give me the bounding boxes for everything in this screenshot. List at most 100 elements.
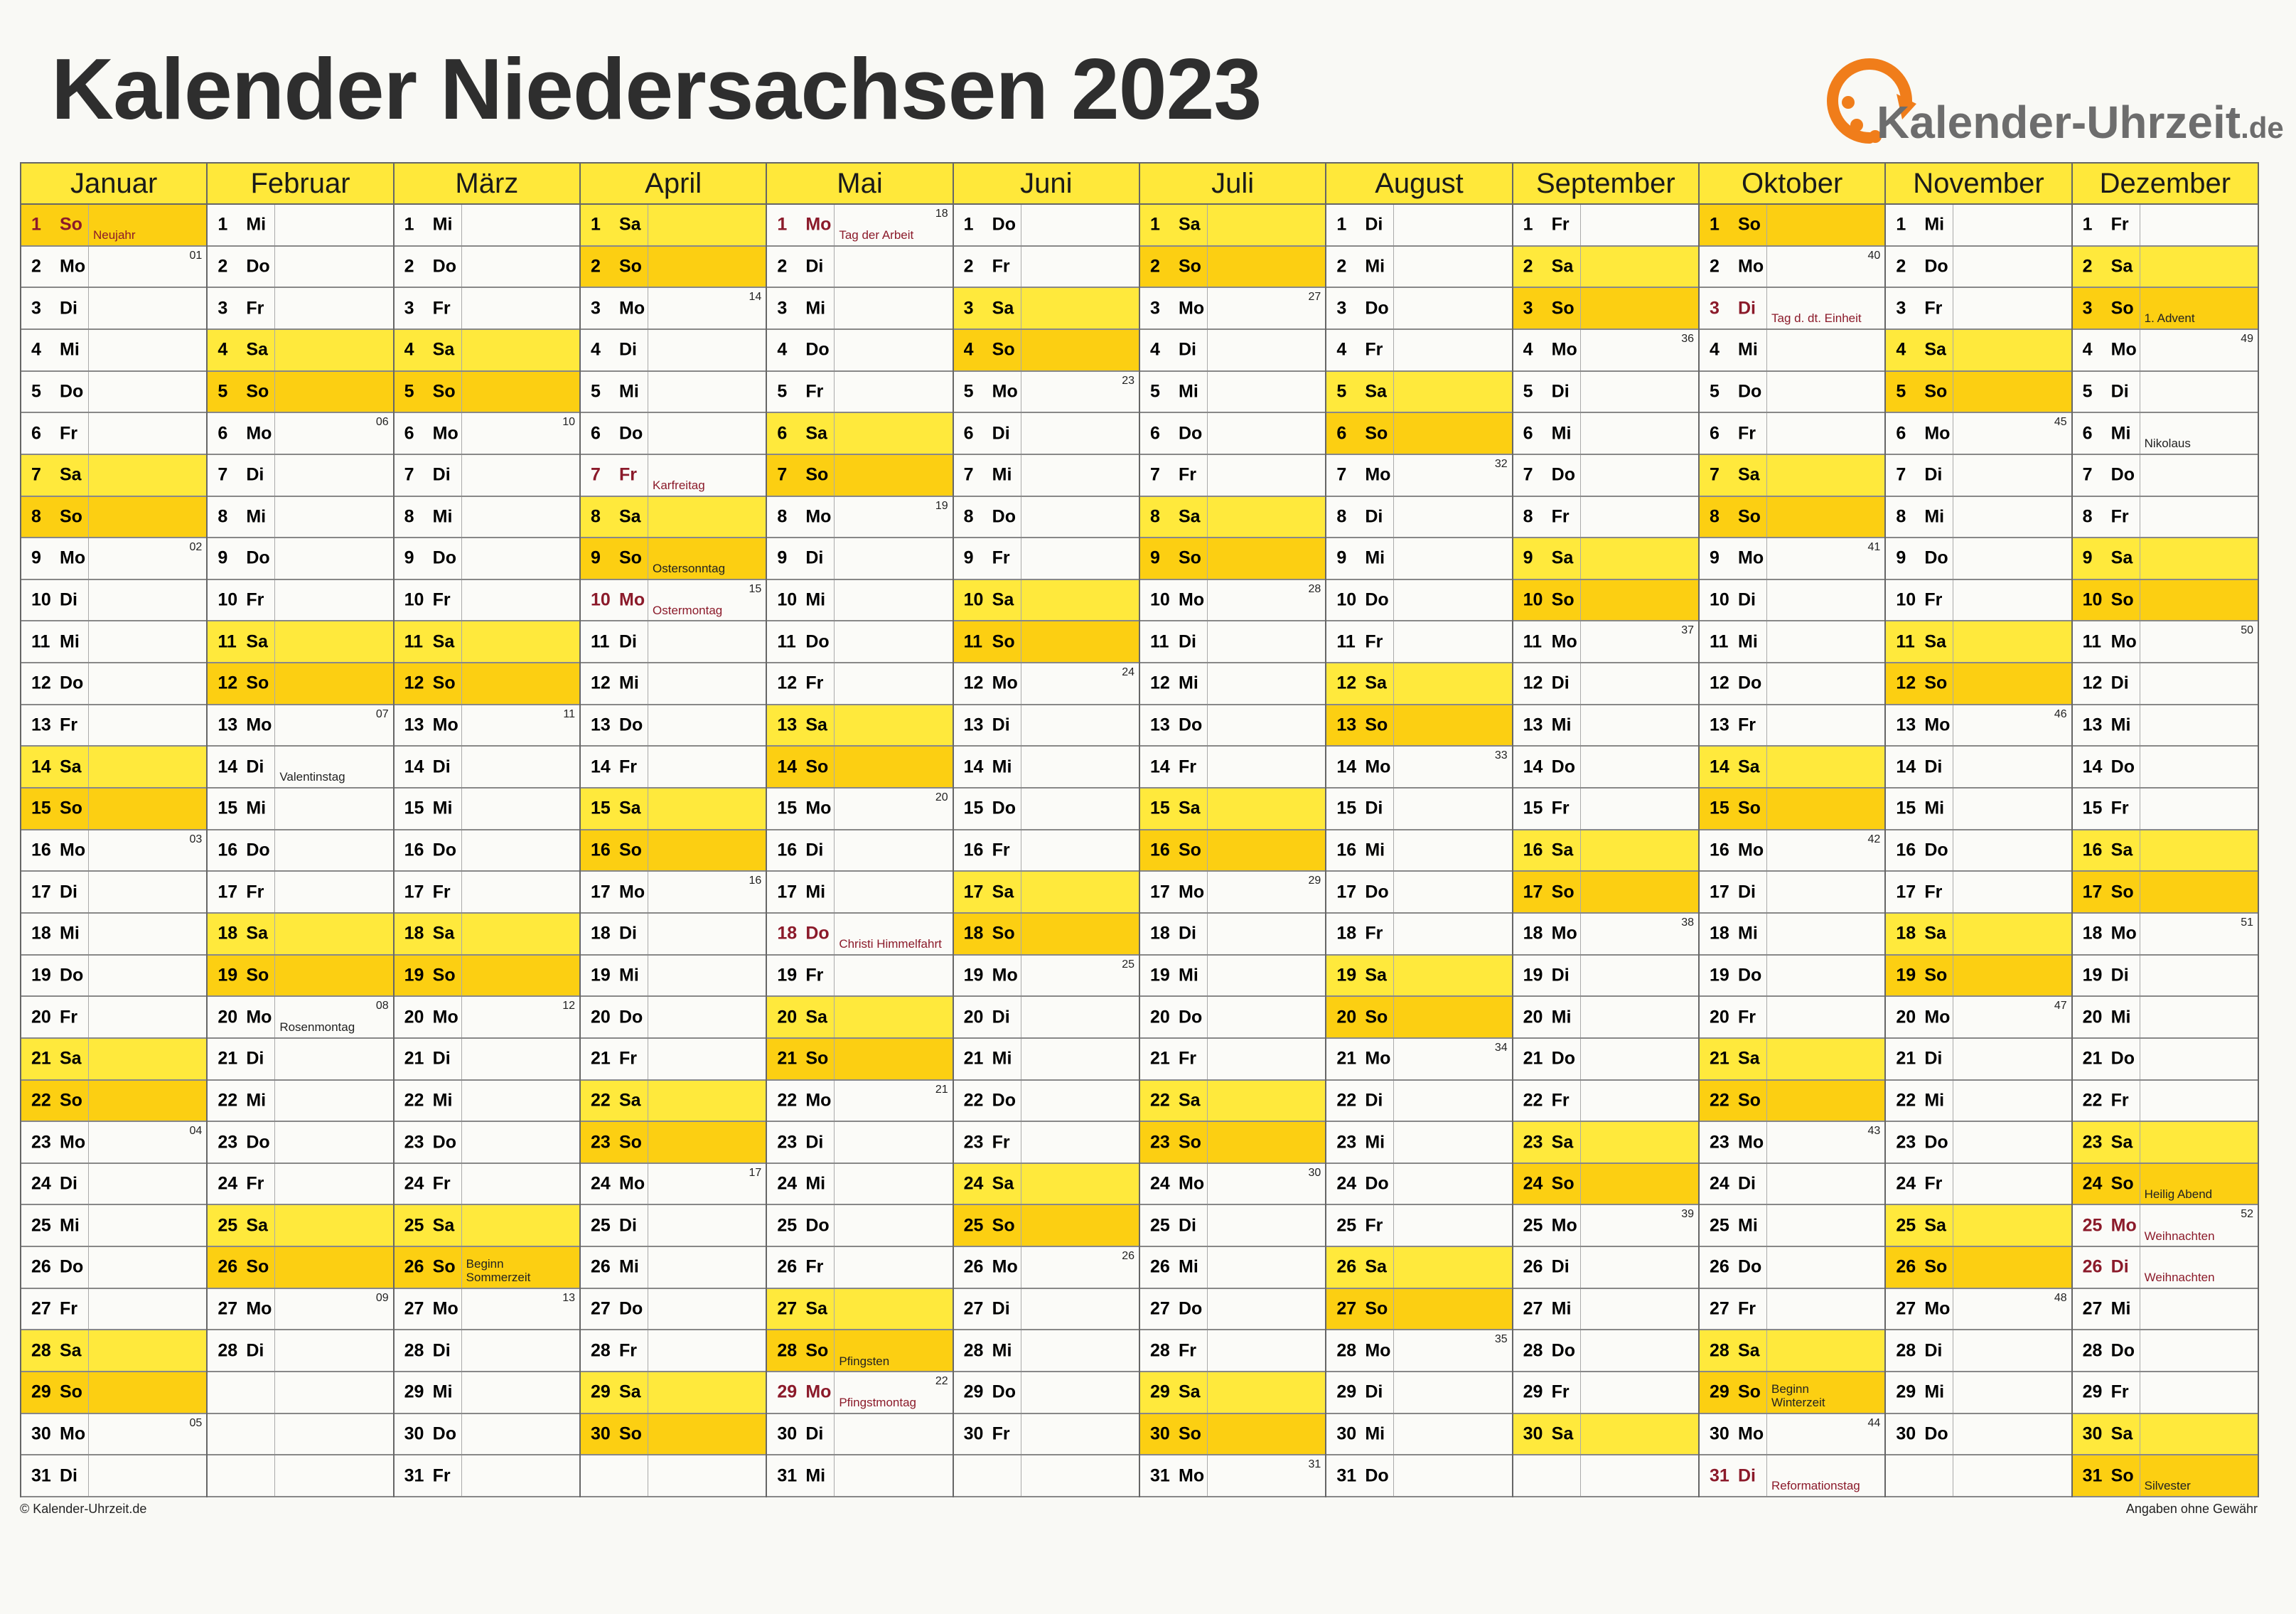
day-number: 14 [963, 757, 984, 777]
day-cell: 26 So [395, 1247, 462, 1288]
weekday-name: Fr [1551, 1381, 1570, 1402]
week-number: 29 [1308, 875, 1321, 887]
day-number: 12 [591, 673, 611, 693]
day-number: 4 [1336, 339, 1347, 360]
note-cell [648, 330, 766, 370]
day-row: 27 Mi [2072, 1288, 2258, 1331]
day-cell: 31 Fr [395, 1455, 462, 1496]
day-cell: 23 Do [1886, 1122, 1954, 1163]
day-cell: 18 Do [767, 913, 835, 954]
day-number: 12 [1523, 673, 1543, 693]
week-number: 26 [1122, 1250, 1134, 1263]
day-row: 8 So [1700, 496, 1885, 539]
weekday-name: Fr [1179, 1340, 1196, 1361]
day-number: 9 [2082, 547, 2093, 568]
day-cell: 17 Di [21, 872, 89, 912]
weekday-name: Mo [432, 1298, 458, 1319]
day-number: 18 [1710, 923, 1729, 944]
weekday-name: Mi [1551, 715, 1572, 735]
note-cell [2140, 247, 2258, 287]
note-cell [835, 247, 952, 287]
day-cell: 17 Fr [395, 872, 462, 912]
day-cell: 7 Sa [21, 454, 89, 496]
week-number: 31 [1308, 1458, 1321, 1471]
note-cell [1394, 580, 1511, 621]
day-number: 26 [1896, 1256, 1916, 1277]
day-number: 27 [963, 1298, 984, 1319]
day-number: 18 [1150, 923, 1170, 944]
day-row: 8 Sa [581, 496, 766, 539]
day-number: 16 [1710, 840, 1729, 860]
note-cell [648, 1081, 766, 1121]
day-row: 4 Do [767, 329, 953, 372]
day-row: 17 Di [21, 872, 207, 914]
day-row: 13 Do [581, 705, 766, 747]
weekday-name: Mi [992, 1340, 1012, 1361]
day-row: 24 Mo 30 [1140, 1163, 1326, 1206]
day-cell: 21 Mo [1326, 1038, 1395, 1079]
day-cell: 18 Fr [1326, 913, 1395, 954]
day-cell: 19 Do [21, 955, 89, 996]
day-row: 18 Mi [1700, 913, 1885, 956]
day-cell: 30 Do [395, 1413, 462, 1455]
holiday-label: Reformationstag [1771, 1479, 1860, 1493]
weekday-name: Mi [619, 965, 639, 985]
weekday-name: Di [2110, 1256, 2129, 1277]
day-number: 2 [404, 256, 414, 277]
note-cell [1581, 413, 1698, 454]
weekday-name: Fr [805, 673, 824, 693]
day-cell: 4 Mo [2073, 329, 2140, 370]
weekday-name: Fr [619, 757, 637, 777]
note-cell [462, 1330, 579, 1371]
weekday-name: Fr [619, 1048, 637, 1069]
day-cell: 18 Sa [395, 913, 462, 954]
note-cell [1767, 330, 1884, 370]
day-cell: 3 Fr [1886, 288, 1954, 328]
day-number: 8 [1710, 506, 1720, 527]
note-cell [275, 1247, 392, 1288]
day-cell: 24 Di [21, 1163, 89, 1204]
day-row: 9 Mi [1326, 538, 1512, 580]
day-number: 27 [218, 1298, 238, 1319]
note-cell [462, 1372, 579, 1413]
day-cell: 1 So [1700, 205, 1767, 245]
note-cell [1581, 1081, 1698, 1121]
note-cell [89, 789, 206, 829]
day-number: 3 [1150, 298, 1160, 319]
day-row: 14 Fr [1140, 747, 1326, 789]
weekday-name: So [1551, 298, 1575, 319]
day-number: 15 [1710, 798, 1729, 818]
weekday-name: Sa [432, 923, 455, 944]
day-cell: 4 Sa [208, 329, 276, 370]
day-row: 25 So [953, 1205, 1139, 1248]
weekday-name: So [619, 840, 642, 860]
note-cell [1953, 747, 2071, 787]
weekday-name: Mo [619, 1173, 645, 1194]
weekday-name: Mo [805, 1381, 832, 1402]
note-cell [89, 997, 206, 1037]
day-row: 30 Mi [1326, 1413, 1512, 1456]
weekday-name: So [432, 1256, 456, 1277]
weekday-name: Mi [1924, 506, 1945, 527]
day-cell: 23 So [1140, 1122, 1208, 1163]
weekday-name: Do [1365, 1173, 1389, 1194]
weekday-name: Mo [805, 798, 832, 818]
day-cell: 11 Mo [1513, 621, 1581, 663]
day-cell: 2 Do [1886, 246, 1954, 287]
day-number: 30 [1896, 1423, 1916, 1444]
weekday-name: Mo [60, 840, 86, 860]
day-number: 11 [1150, 631, 1169, 652]
day-row: 18 Mi [21, 913, 207, 956]
weekday-name: Mo [60, 1423, 86, 1444]
day-row: 15 So [1700, 789, 1885, 830]
note-cell [835, 1247, 952, 1288]
day-row: 17 Mi [767, 872, 953, 914]
weekday-name: Mo [1738, 256, 1764, 277]
day-row: 12 So [1886, 663, 2071, 705]
day-cell: 12 Fr [767, 663, 835, 704]
day-cell: 8 Fr [1513, 496, 1581, 538]
weekday-name: So [60, 506, 82, 527]
note-cell: 29 [1208, 872, 1325, 912]
note-cell [648, 1205, 766, 1246]
day-row: 17 Di [1700, 872, 1885, 914]
